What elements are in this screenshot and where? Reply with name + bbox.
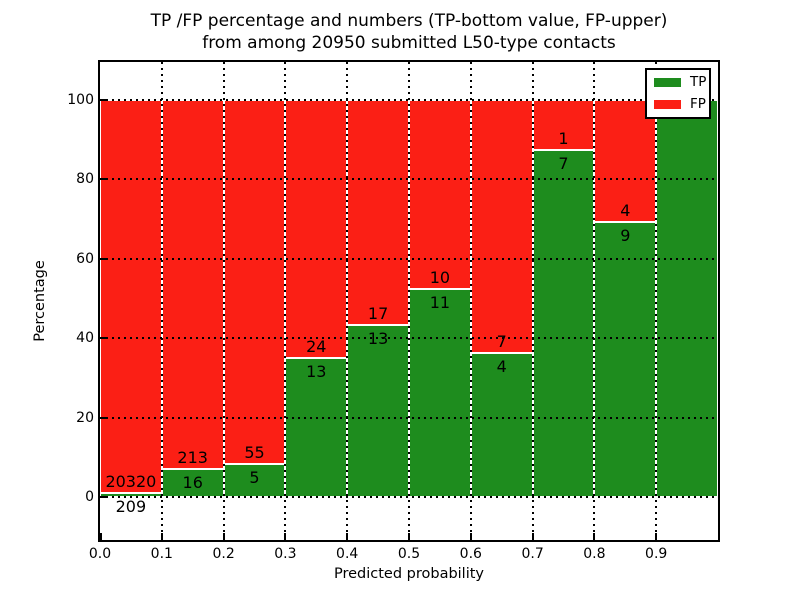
x-tick-mark	[531, 533, 534, 540]
tp-count-label: 209	[115, 496, 147, 516]
y-tick-label: 100	[67, 92, 94, 108]
tp-count-label: 9	[620, 226, 631, 246]
bar-segment-tp	[347, 324, 409, 497]
x-gridline	[346, 62, 349, 540]
bar-segment-tp	[409, 289, 471, 497]
y-tick-label: 0	[85, 489, 94, 505]
x-tick-mark	[408, 533, 410, 540]
x-tick-label: 0.1	[150, 546, 173, 562]
fp-count-label: 17	[367, 303, 389, 323]
y-tick-label: 80	[76, 171, 94, 188]
fp-count-label: 24	[306, 336, 327, 356]
y-tick-mark	[100, 99, 107, 101]
legend-swatch-tp	[654, 78, 681, 87]
bar-segment-fp	[223, 100, 286, 464]
x-gridline	[593, 62, 596, 540]
legend-swatch-fp	[654, 100, 681, 109]
x-gridline	[222, 62, 225, 540]
bar-segment-fp	[409, 100, 471, 290]
tp-count-label: 16	[182, 473, 203, 493]
chart-title-line1: TP /FP percentage and numbers (TP-bottom…	[150, 11, 668, 31]
bar-segment-fp	[470, 100, 533, 353]
fp-count-label: 4	[620, 201, 631, 221]
x-tick-mark	[346, 533, 349, 540]
fp-count-label: 10	[429, 268, 451, 288]
x-tick-label: 0.6	[459, 546, 482, 562]
bar-segment-tp	[594, 222, 657, 497]
x-axis-label: Predicted probability	[333, 566, 485, 582]
tp-count-label: 4	[496, 356, 507, 376]
x-tick-label: 0.9	[645, 546, 668, 562]
bar-segment-tp	[532, 149, 595, 497]
y-tick-label: 20	[76, 409, 94, 426]
y-tick-mark	[100, 257, 107, 260]
fp-count-label: 213	[177, 448, 208, 468]
tp-count-label: 5	[249, 467, 260, 487]
legend-item-tp: TP	[654, 75, 706, 90]
tp-count-label: 7	[558, 153, 569, 173]
y-tick-mark	[100, 416, 107, 419]
legend: TP FP	[645, 68, 711, 119]
x-gridline	[284, 62, 287, 540]
x-tick-mark	[469, 533, 472, 540]
legend-item-fp: FP	[654, 97, 706, 112]
legend-label-fp: FP	[690, 96, 706, 112]
bar-segment-fp	[347, 100, 409, 325]
tp-count-label: 13	[367, 328, 389, 348]
x-tick-mark	[160, 533, 163, 540]
x-tick-label: 0.4	[336, 546, 359, 562]
x-gridline	[531, 62, 534, 540]
y-tick-mark	[100, 337, 107, 340]
bar-segment-fp	[161, 100, 224, 470]
x-tick-label: 0.5	[397, 546, 421, 562]
x-tick-mark	[284, 533, 287, 540]
bar-segment-fp	[100, 100, 162, 493]
x-tick-mark	[655, 533, 658, 540]
y-tick-label: 40	[76, 330, 94, 347]
plot-area: 203202092131655524131713101174174912	[98, 60, 720, 542]
x-gridline	[469, 62, 472, 540]
legend-label-tp: TP	[690, 74, 707, 90]
x-gridline	[408, 62, 410, 540]
x-gridline	[160, 62, 163, 540]
y-tick-mark	[100, 496, 107, 498]
x-tick-mark	[222, 533, 225, 540]
y-tick-label: 60	[76, 250, 94, 267]
fp-count-label: 7	[496, 331, 507, 351]
x-tick-mark	[100, 533, 102, 540]
x-tick-label: 0.7	[521, 546, 544, 562]
fp-count-label: 55	[244, 442, 265, 462]
x-tick-label: 0.8	[583, 546, 606, 562]
bar-segment-tp	[656, 100, 718, 497]
chart-title: TP /FP percentage and numbers (TP-bottom…	[100, 10, 718, 54]
fp-count-label: 20320	[105, 471, 157, 491]
tp-count-label: 13	[306, 361, 327, 381]
fp-count-label: 1	[558, 128, 569, 148]
chart-title-line2: from among 20950 submitted L50-type cont…	[202, 33, 616, 53]
x-tick-mark	[593, 533, 596, 540]
tp-count-label: 11	[429, 293, 451, 313]
y-tick-mark	[100, 178, 107, 181]
x-tick-label: 0.0	[88, 546, 112, 562]
bar-segment-fp	[594, 100, 657, 223]
bar-segment-fp	[285, 100, 348, 358]
x-tick-label: 0.3	[274, 546, 297, 562]
x-gridline	[655, 62, 658, 540]
x-tick-label: 0.2	[212, 546, 235, 562]
